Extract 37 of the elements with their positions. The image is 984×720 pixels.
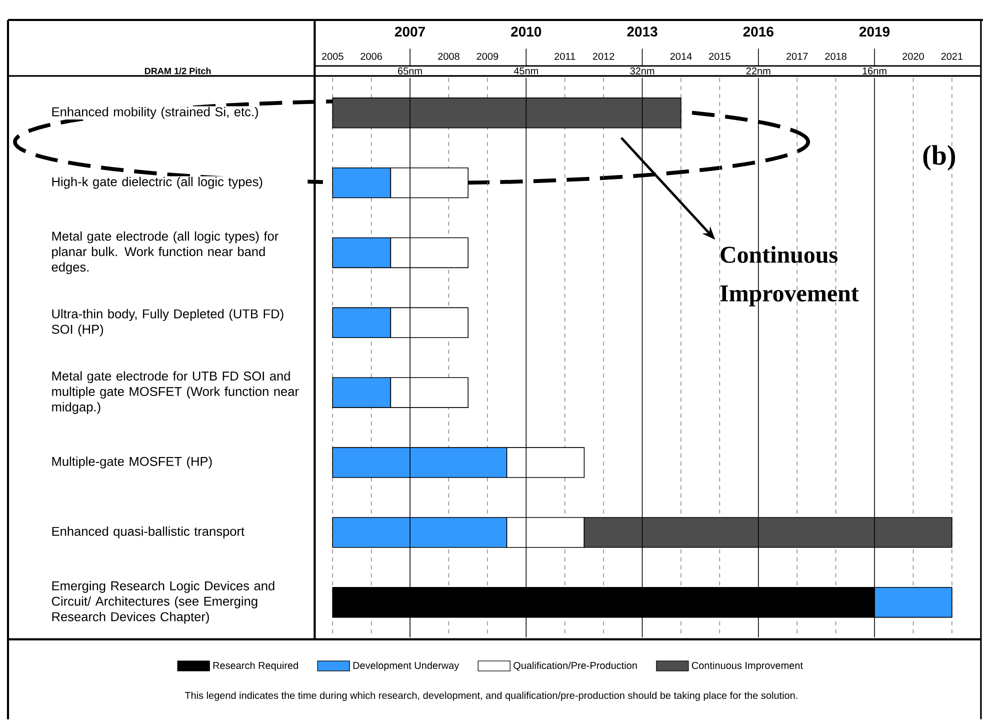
x2-tick-label: 2007 (394, 26, 425, 36)
x-tick-label: 2020 (902, 52, 924, 60)
text: 16nm (862, 67, 886, 74)
x2-tick-label: 2013 (627, 26, 658, 36)
y-tick-label: Emerging Research Logic Devices and Circuit/ Architectures (see Emerging Research Devices Chapter) (52, 580, 274, 624)
legend-label: Qualification/Pre-Production (514, 662, 637, 671)
x-tick-label: 2009 (476, 52, 498, 60)
x-tick-label: 2011 (554, 52, 576, 60)
x-tick-label: 2006 (360, 52, 382, 60)
legend-label: Continuous Improvement (692, 662, 803, 671)
y-tick-label: Enhanced mobility (strained Si, etc.) (52, 106, 258, 119)
text: 22nm (746, 67, 770, 74)
y-tick-label: High-k gate dielectric (all logic types) (52, 176, 262, 189)
x-tick-label: 2012 (592, 52, 614, 60)
y-tick-label: Metal gate electrode (all logic types) for planar bulk. Work function near band edges. (52, 231, 278, 274)
text: 65nm (398, 67, 422, 74)
x-tick-label: 2015 (709, 52, 730, 60)
x-tick-label: 2017 (786, 52, 808, 60)
text: This legend indicates the time during which research, development, and qualification/pre-production should be taking place for the solution. (184, 691, 798, 701)
legend-label: Research Required (213, 662, 298, 671)
annotation: (b) (923, 145, 956, 170)
y-tick-label: Metal gate electrode for UTB FD SOI and multiple gate MOSFET (Work function near midgap.) (52, 371, 299, 414)
x-tick-label: 2008 (438, 52, 460, 60)
x-tick-label: 2021 (941, 52, 963, 60)
x2-tick-label: 2010 (511, 26, 542, 36)
x2-tick-label: 2016 (743, 26, 774, 36)
text: 32nm (630, 67, 654, 74)
x-tick-label: 2014 (670, 52, 692, 60)
y-tick-label: Multiple-gate MOSFET (HP) (52, 456, 212, 468)
y-tick-label: Ultra-thin body, Fully Depleted (UTB FD) SOI (HP) (52, 308, 284, 336)
y-tick-label: Enhanced quasi-ballistic transport (52, 526, 244, 538)
legend-label: Development Underway (353, 662, 460, 671)
text: 45nm (514, 67, 538, 74)
x-tick-label: 2018 (825, 52, 846, 60)
x-tick-label: 2005 (322, 52, 344, 60)
text: DRAM 1/2 Pitch (144, 67, 211, 74)
x2-tick-label: 2019 (859, 26, 890, 36)
